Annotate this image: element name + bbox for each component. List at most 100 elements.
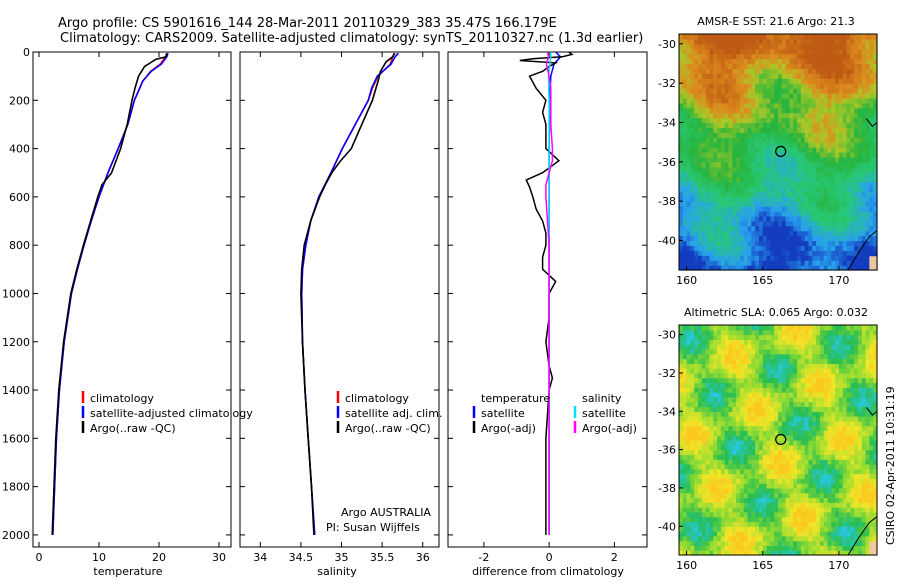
map-cell [713,39,717,45]
map-cell [694,221,698,227]
map-cell [854,93,858,99]
map-cell [808,157,812,163]
map-cell [797,378,801,383]
map-cell [702,68,706,74]
map-cell [717,241,721,247]
map-cell [713,83,717,89]
map-cell [744,49,748,55]
map-cell [744,186,748,192]
map-cell [778,157,782,163]
map-cell [843,325,847,330]
map-cell [869,196,873,202]
map-cell [801,325,805,330]
map-cell [778,363,782,368]
map-cell [721,440,725,445]
map-cell [679,344,683,349]
map-cell [797,88,801,94]
map-cell [862,196,866,202]
map-cell [751,93,755,99]
map-cell [850,157,854,163]
map-cell [755,469,759,474]
map-cell [808,245,812,251]
map-cell [759,406,763,411]
map-cell [805,44,809,50]
map-cell [729,545,733,550]
map-cell [801,182,805,188]
map-cell [740,541,744,546]
map-cell [694,512,698,517]
map-cell [721,387,725,392]
map-cell [778,250,782,256]
map-cell [736,98,740,104]
map-cell [869,191,873,197]
map-cell [828,59,832,65]
map-cell [782,493,786,498]
series-line-climatology [302,53,395,535]
map-cell [770,98,774,104]
map-cell [721,39,725,45]
map-cell [789,363,793,368]
map-cell [770,206,774,212]
map-cell [694,231,698,237]
map-cell [702,411,706,416]
map-cell [725,330,729,335]
map-cell [744,526,748,531]
map-cell [748,172,752,178]
map-cell [789,93,793,99]
map-cell [847,435,851,440]
map-cell [862,147,866,153]
map-cell [782,132,786,138]
map-cell [824,68,828,74]
map-cell [763,241,767,247]
map-cell [797,493,801,498]
map-cell [770,191,774,197]
map-cell [824,108,828,114]
map-cell [820,536,824,541]
map-cell [828,488,832,493]
map-cell [793,39,797,45]
map-cell [767,260,771,266]
map-cell [808,459,812,464]
map-cell [843,445,847,450]
map-cell [736,123,740,129]
map-cell [717,255,721,261]
map-cell [816,123,820,129]
map-cell [721,464,725,469]
map-cell [706,44,710,50]
map-cell [709,167,713,173]
map-cell [778,123,782,129]
map-cell [751,211,755,217]
map-cell [770,363,774,368]
map-cell [797,339,801,344]
map-cell [767,541,771,546]
map-cell [854,73,858,79]
map-cell [847,354,851,359]
map-cell [755,325,759,330]
map-cell [698,255,702,261]
map-cell [782,339,786,344]
map-cell [690,88,694,94]
map-cell [698,201,702,207]
map-cell [698,517,702,522]
map-cell [748,83,752,89]
map-cell [801,383,805,388]
map-cell [774,206,778,212]
map-cell [850,440,854,445]
map-cell [709,162,713,168]
map-cell [683,64,687,70]
map-cell [816,88,820,94]
map-cell [843,123,847,129]
map-cell [828,531,832,536]
map-cell [713,426,717,431]
map-cell [831,39,835,45]
y-tick-label: 0 [23,46,30,59]
map-cell [820,68,824,74]
map-cell [843,152,847,158]
map-cell [732,221,736,227]
map-cell [843,517,847,522]
map-cell [721,226,725,232]
map-cell [729,103,733,109]
map-cell [679,172,683,178]
map-cell [713,147,717,153]
map-cell [801,241,805,247]
